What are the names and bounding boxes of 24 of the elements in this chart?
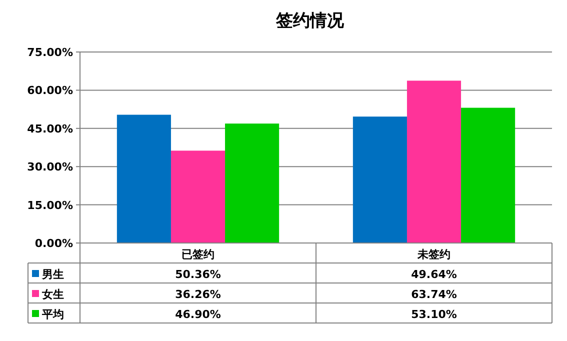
legend-label: 平均 (41, 308, 64, 321)
chart-title: 签约情况 (275, 11, 345, 31)
bar (461, 108, 516, 243)
bar (225, 124, 280, 243)
y-tick-label: 75.00% (27, 46, 73, 59)
bar (116, 114, 171, 243)
y-tick-label: 15.00% (27, 198, 73, 212)
data-label: 50.36% (175, 268, 221, 281)
bar (170, 150, 226, 243)
y-tick-label: 60.00% (27, 84, 73, 98)
x-tick-label: 已签约 (182, 248, 214, 261)
bar (406, 80, 462, 243)
data-label: 49.64% (411, 268, 457, 281)
legend-label: 女生 (41, 288, 64, 301)
data-label: 46.90% (175, 308, 221, 321)
legend-label: 男生 (41, 268, 64, 281)
data-label: 63.74% (411, 288, 457, 301)
data-label: 53.10% (411, 308, 457, 321)
data-label: 36.26% (175, 288, 221, 301)
y-tick-label: 45.00% (27, 122, 73, 136)
x-tick-label: 未签约 (416, 248, 450, 261)
y-tick-label: 0.00% (34, 237, 73, 250)
bar (352, 116, 407, 243)
y-tick-label: 30.00% (27, 160, 73, 174)
